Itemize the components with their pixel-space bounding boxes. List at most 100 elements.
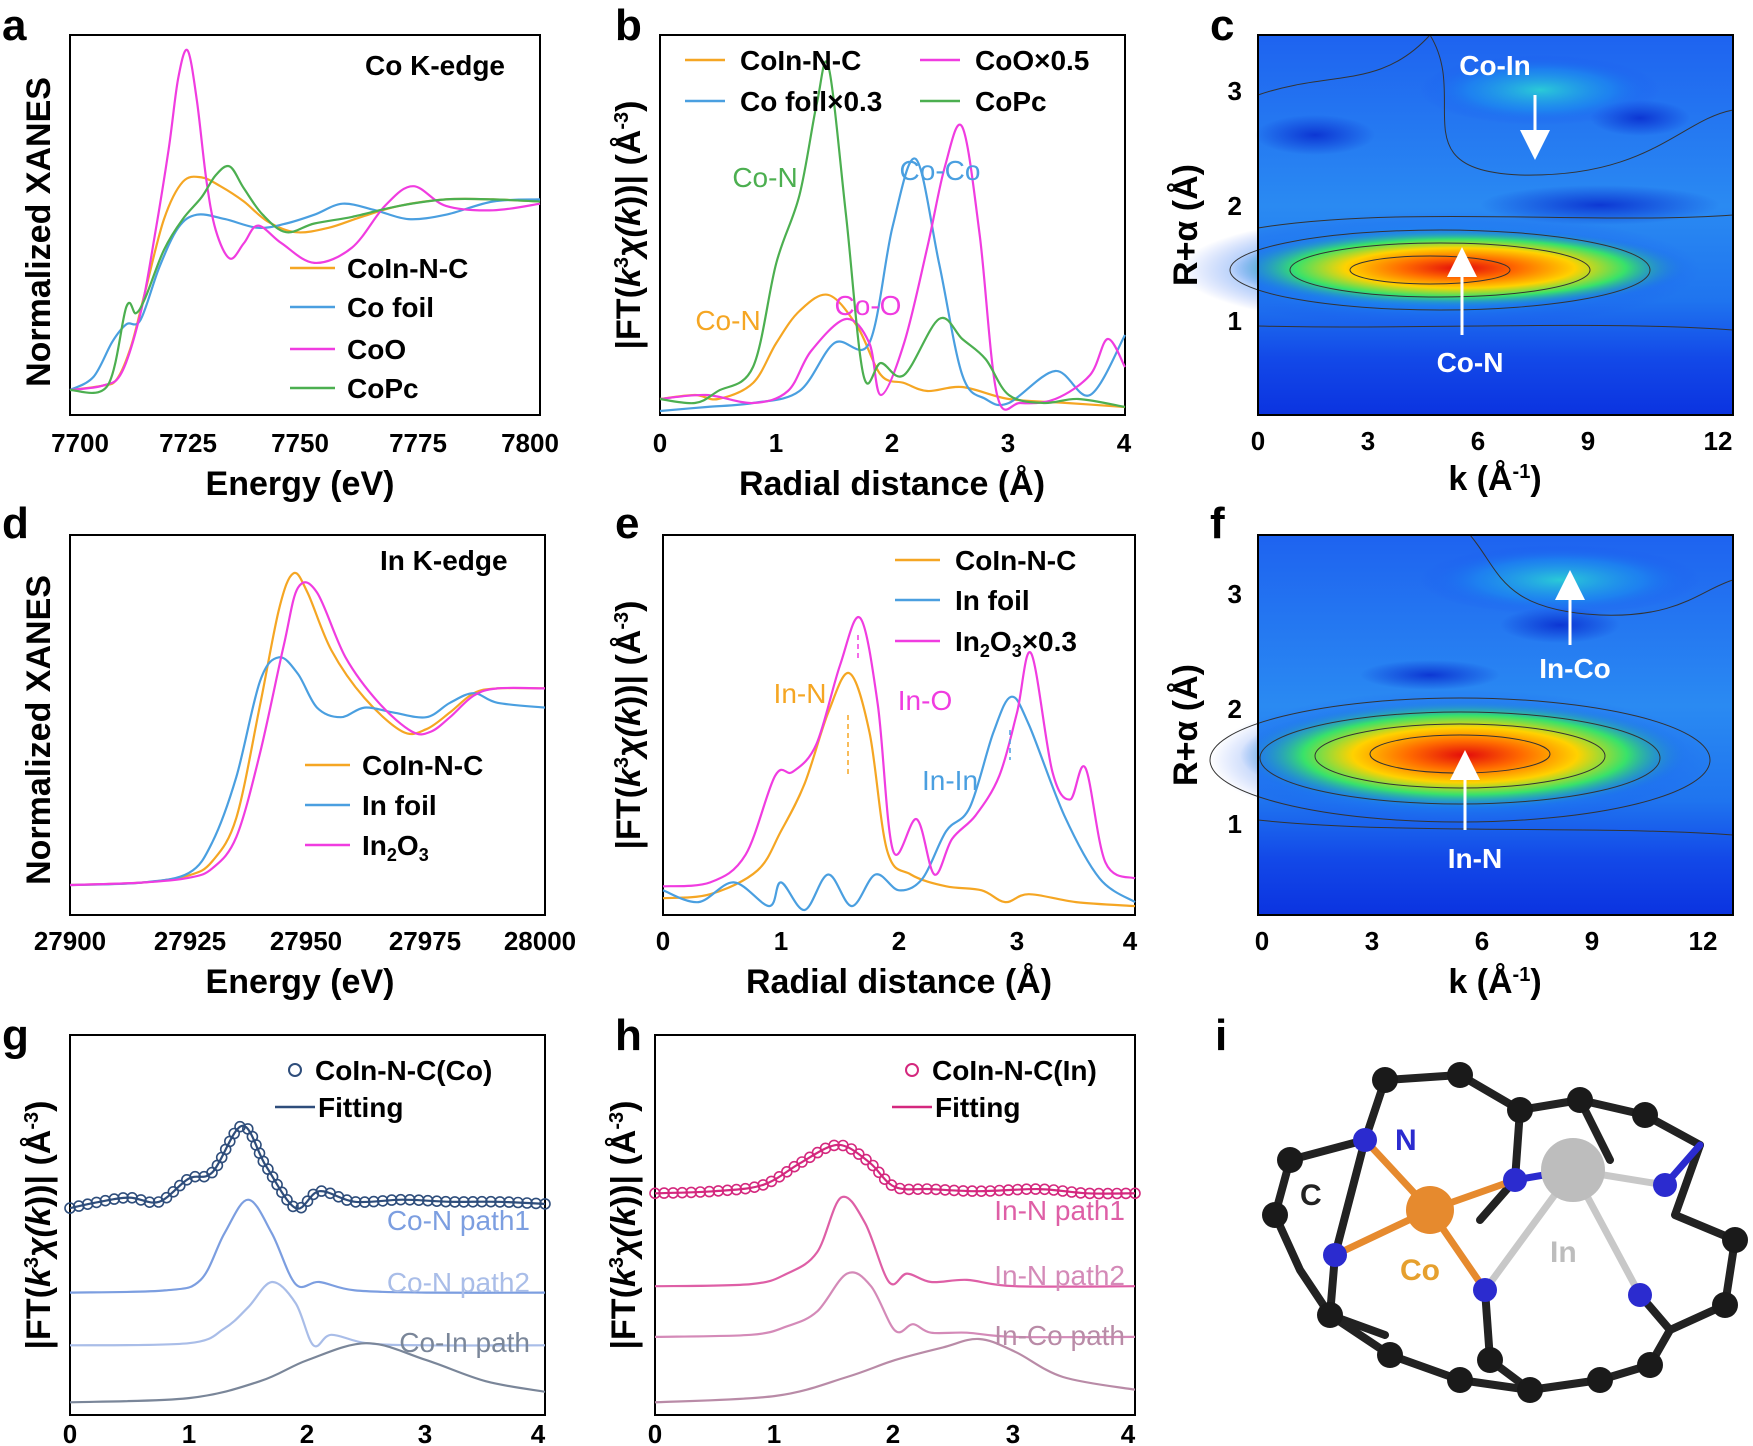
panel-b-ylabel: |FT(k3χ(k))| (Å-3) bbox=[610, 101, 648, 350]
panel-h-ylabel: |FT(k3χ(k))| (Å-3) bbox=[605, 1101, 643, 1350]
tick-e-4: 4 bbox=[1123, 926, 1138, 956]
heatmap-f-contour bbox=[1314, 723, 1606, 789]
tick-e-1: 1 bbox=[774, 926, 788, 956]
series-e-in-foil bbox=[662, 695, 1136, 912]
atom-label-n: N bbox=[1395, 1124, 1417, 1157]
bond-left-inner bbox=[1331, 1136, 1369, 1259]
panel-g-xticks: 0 1 2 3 4 bbox=[63, 1419, 546, 1446]
panel-a-xlabel: Energy (eV) bbox=[206, 465, 395, 503]
panel-c-heatmap bbox=[1180, 34, 1734, 416]
tick-b-0: 0 bbox=[653, 428, 667, 458]
annotation-e-in-o: In-O bbox=[898, 685, 952, 716]
panel-e-frame bbox=[662, 534, 1136, 916]
heatmap-c-contour bbox=[1289, 242, 1591, 298]
heatmap-f-feature bbox=[1360, 660, 1500, 690]
tick-f-y3: 3 bbox=[1228, 579, 1242, 609]
panel-label-g: g bbox=[2, 1011, 29, 1060]
tick-a-7800: 7800 bbox=[501, 428, 559, 458]
carbon-atom bbox=[1722, 1227, 1748, 1253]
panel-d-xticks: 27900 27925 27950 27975 28000 bbox=[34, 926, 576, 956]
heatmap-f-feature bbox=[1500, 607, 1620, 643]
atom-label-co: Co bbox=[1400, 1254, 1440, 1287]
tick-e-3: 3 bbox=[1010, 926, 1024, 956]
legend-e-in-foil: In foil bbox=[955, 585, 1030, 616]
panel-a: a Co K-edge CoIn-N-C Co foil CoO CoPc 77… bbox=[2, 1, 559, 503]
annotation-e-in-n: In-N bbox=[774, 678, 827, 709]
tick-b-4: 4 bbox=[1117, 428, 1132, 458]
tick-g-1: 1 bbox=[182, 1419, 196, 1446]
path-label-h-in-co: In-Co path bbox=[994, 1320, 1125, 1351]
series-g-fitting bbox=[69, 1124, 546, 1210]
tick-h-4: 4 bbox=[1121, 1419, 1136, 1446]
path-label-h-in-n-2: In-N path2 bbox=[994, 1260, 1125, 1291]
series-d-coin-n-c bbox=[69, 571, 546, 887]
panel-b-legend: CoIn-N-C CoO×0.5 Co foil×0.3 CoPc bbox=[685, 45, 1089, 117]
nitrogen-atom bbox=[1628, 1283, 1652, 1307]
data-point-g bbox=[341, 1194, 353, 1206]
tick-d-27925: 27925 bbox=[154, 926, 226, 956]
tick-c-y1: 1 bbox=[1228, 306, 1242, 336]
data-point-h bbox=[873, 1166, 885, 1179]
legend-a-copc: CoPc bbox=[347, 373, 419, 404]
heatmap-f-contour bbox=[1257, 819, 1734, 836]
series-b-coo-0-5 bbox=[659, 123, 1126, 411]
panel-h-xticks: 0 1 2 3 4 bbox=[648, 1419, 1136, 1446]
atom-label-c: C bbox=[1300, 1179, 1322, 1212]
nitrogen-atom bbox=[1353, 1128, 1377, 1152]
panel-g: g CoIn-N-C(Co) Fitting Co-N path1 Co-N p… bbox=[2, 1011, 551, 1446]
tick-f-12: 12 bbox=[1689, 926, 1718, 956]
carbon-atom bbox=[1377, 1342, 1403, 1368]
tick-b-1: 1 bbox=[769, 428, 783, 458]
tick-g-3: 3 bbox=[418, 1419, 432, 1446]
panel-label-e: e bbox=[615, 499, 639, 548]
path-label-g-co-in: Co-In path bbox=[399, 1327, 530, 1358]
panel-e-xticks: 0 1 2 3 4 bbox=[656, 926, 1138, 956]
nitrogen-atom bbox=[1473, 1278, 1497, 1302]
panel-d-title: In K-edge bbox=[380, 545, 508, 576]
legend-g-data: CoIn-N-C(Co) bbox=[315, 1055, 492, 1086]
legend-swatch-h-data bbox=[905, 1063, 919, 1077]
data-point-g bbox=[174, 1179, 186, 1192]
legend-a-co-foil: Co foil bbox=[347, 292, 434, 323]
panel-a-plot bbox=[69, 48, 541, 395]
panel-f-yticks: 1 2 3 bbox=[1228, 579, 1242, 839]
tick-c-y3: 3 bbox=[1228, 76, 1242, 106]
tick-c-y2: 2 bbox=[1228, 191, 1242, 221]
panel-h-legend: CoIn-N-C(In) Fitting bbox=[892, 1055, 1097, 1123]
legend-swatch-g-data bbox=[288, 1063, 302, 1077]
tick-f-y2: 2 bbox=[1228, 694, 1242, 724]
heatmap-c-feature bbox=[1420, 55, 1660, 125]
heatmap-f-contour bbox=[1209, 697, 1711, 823]
panel-f: f In-Co In-N 0 3 6 9 12 1 bbox=[1167, 499, 1734, 1001]
panel-b-xlabel: Radial distance (Å) bbox=[739, 465, 1045, 503]
annotation-e-in-in: In-In bbox=[922, 765, 978, 796]
heatmap-c-contour bbox=[1349, 255, 1511, 285]
tick-a-7775: 7775 bbox=[389, 428, 447, 458]
panel-d-frame bbox=[69, 534, 546, 916]
data-point-g bbox=[160, 1191, 173, 1204]
panel-d-plot bbox=[69, 571, 546, 887]
carbon-atom bbox=[1517, 1377, 1543, 1403]
legend-h-data: CoIn-N-C(In) bbox=[932, 1055, 1097, 1086]
legend-a-coin-n-c: CoIn-N-C bbox=[347, 253, 468, 284]
panel-h: h CoIn-N-C(In) Fitting In-N path1 In-N p… bbox=[605, 1011, 1141, 1446]
nitrogen-atom bbox=[1653, 1173, 1677, 1197]
tick-f-6: 6 bbox=[1475, 926, 1489, 956]
panel-d-legend: CoIn-N-C In foil In2O3 bbox=[305, 750, 483, 865]
carbon-atom bbox=[1567, 1087, 1593, 1113]
panel-c: c Co-In Co-N 0 3 6 9 12 bbox=[1167, 1, 1734, 498]
panel-g-ylabel: |FT(k3χ(k))| (Å-3) bbox=[20, 1101, 58, 1350]
tick-f-0: 0 bbox=[1255, 926, 1269, 956]
data-point-g bbox=[301, 1195, 314, 1207]
panel-g-frame bbox=[69, 1034, 546, 1416]
tick-g-2: 2 bbox=[300, 1419, 314, 1446]
panel-label-f: f bbox=[1210, 499, 1225, 548]
legend-b-coo: CoO×0.5 bbox=[975, 45, 1089, 76]
tick-f-y1: 1 bbox=[1228, 809, 1242, 839]
series-d-in2o3 bbox=[69, 581, 546, 887]
tick-e-0: 0 bbox=[656, 926, 670, 956]
tick-d-27950: 27950 bbox=[270, 926, 342, 956]
legend-a-coo: CoO bbox=[347, 334, 406, 365]
series-h-in-n-path1 bbox=[654, 1195, 1136, 1288]
panel-a-frame bbox=[69, 34, 541, 416]
